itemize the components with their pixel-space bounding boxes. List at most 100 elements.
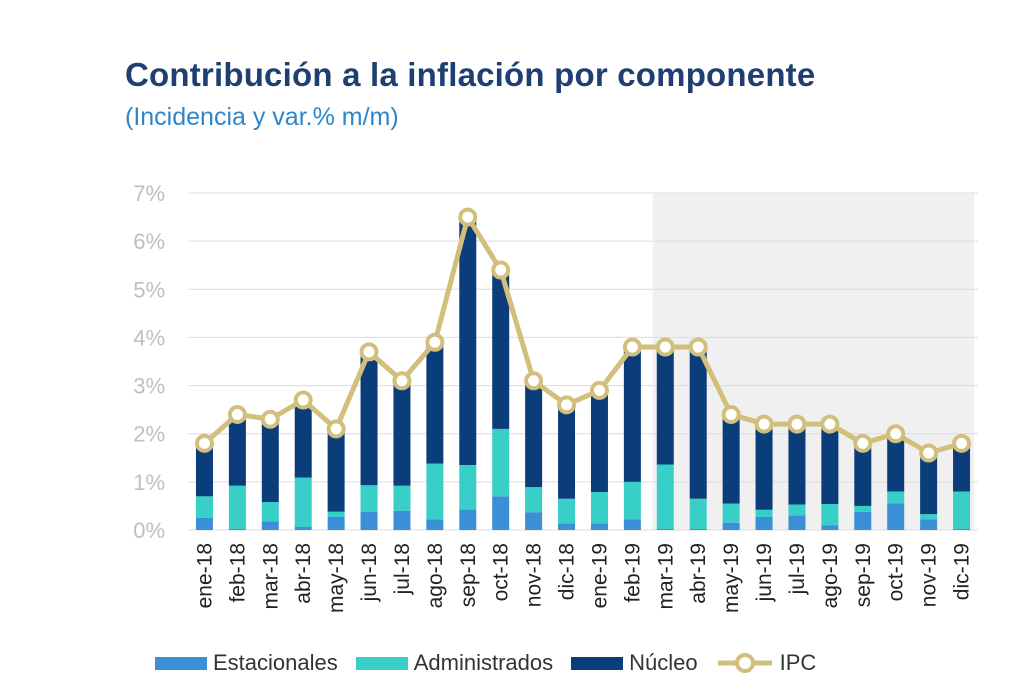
- y-tick-label: 7%: [133, 181, 165, 206]
- ipc-point: [293, 390, 313, 410]
- bar-estacionales: [953, 529, 971, 530]
- bar-nucleo: [558, 404, 576, 499]
- gridlines: [188, 192, 978, 531]
- x-tick-label: sep-18: [457, 543, 480, 607]
- x-tick-label: abr-18: [292, 543, 315, 604]
- chart-title: Contribución a la inflación por componen…: [125, 56, 816, 93]
- bar-estacionales: [854, 511, 872, 530]
- bar-estacionales: [360, 511, 378, 530]
- ipc-point: [919, 443, 939, 463]
- ipc-point: [491, 260, 511, 280]
- bar-administrados: [887, 491, 905, 504]
- bar-nucleo: [525, 377, 543, 488]
- bar-administrados: [525, 487, 543, 513]
- x-tick-label: jul-18: [391, 543, 414, 595]
- y-tick-label: 1%: [133, 470, 165, 495]
- legend: Estacionales Administrados Núcleo IPC: [155, 650, 834, 676]
- legend-item-ipc: IPC: [716, 650, 817, 676]
- ipc-point: [721, 404, 741, 424]
- x-tick-label: ene-18: [193, 543, 216, 608]
- bar-estacionales: [788, 515, 806, 530]
- ipc-point: [952, 433, 972, 453]
- bar-administrados: [393, 485, 411, 511]
- ipc-line-layer: [194, 207, 972, 463]
- x-tick-label: oct-18: [490, 543, 513, 601]
- x-tick-label: mar-19: [654, 543, 677, 610]
- legend-item-estacionales: Estacionales: [155, 650, 338, 676]
- bar-administrados: [722, 503, 740, 523]
- x-tick-label: mar-18: [259, 543, 282, 610]
- bar-estacionales: [656, 529, 674, 530]
- x-tick-label: dic-18: [556, 543, 579, 600]
- x-tick-label: jul-19: [786, 543, 809, 595]
- x-tick-label: feb-18: [226, 543, 249, 603]
- bar-estacionales: [722, 522, 740, 530]
- bar-estacionales: [887, 503, 905, 530]
- bar-estacionales: [755, 517, 773, 530]
- y-tick-label: 6%: [133, 229, 165, 254]
- x-tick-label: may-19: [720, 543, 743, 613]
- ipc-point: [853, 433, 873, 453]
- bar-estacionales: [590, 523, 608, 530]
- ipc-point: [754, 414, 774, 434]
- bar-administrados: [459, 465, 477, 510]
- bar-administrados: [195, 496, 213, 518]
- legend-item-nucleo: Núcleo: [571, 650, 698, 676]
- ipc-point: [194, 433, 214, 453]
- bar-nucleo: [426, 342, 444, 464]
- legend-label: Administrados: [413, 650, 554, 675]
- chart-subtitle: (Incidencia y var.% m/m): [125, 103, 399, 131]
- legend-swatch-estacionales: [155, 656, 207, 670]
- bar-nucleo: [623, 347, 641, 482]
- ipc-point: [326, 419, 346, 439]
- ipc-point: [688, 337, 708, 357]
- bar-nucleo: [953, 442, 971, 492]
- x-axis-ticks: ene-18 feb-18 mar-18 abr-18 may-18 jun-18 jul-…: [193, 543, 973, 613]
- x-tick-label: dic-19: [951, 543, 974, 600]
- legend-swatch-ipc: [717, 653, 772, 673]
- bar-nucleo: [195, 443, 213, 497]
- ipc-point: [787, 414, 807, 434]
- bar-nucleo: [689, 342, 707, 499]
- bar-administrados: [228, 485, 246, 530]
- stacked-bars: [195, 214, 971, 530]
- bar-nucleo: [755, 424, 773, 510]
- bar-estacionales: [821, 525, 839, 530]
- bar-estacionales: [623, 519, 641, 530]
- ipc-point: [622, 337, 642, 357]
- bar-administrados: [755, 509, 773, 518]
- ipc-point: [557, 395, 577, 415]
- x-tick-label: ago-19: [819, 543, 842, 608]
- bar-nucleo: [327, 428, 345, 512]
- bar-nucleo: [590, 390, 608, 492]
- x-tick-label: ago-18: [424, 543, 447, 608]
- ipc-point: [458, 207, 478, 227]
- bar-estacionales: [327, 517, 345, 530]
- bar-administrados: [294, 477, 312, 527]
- legend-label: IPC: [779, 650, 817, 675]
- bar-estacionales: [294, 526, 312, 530]
- bar-nucleo: [722, 414, 740, 504]
- legend-label: Estacionales: [213, 650, 338, 675]
- legend-item-administrados: Administrados: [355, 650, 554, 676]
- y-tick-label: 0%: [133, 518, 165, 543]
- bar-administrados: [360, 485, 378, 512]
- x-tick-label: jun-18: [358, 543, 381, 602]
- bar-administrados: [492, 428, 510, 497]
- bar-nucleo: [294, 397, 312, 478]
- x-tick-label: jun-19: [753, 543, 776, 602]
- y-tick-label: 2%: [133, 422, 165, 447]
- bar-administrados: [821, 504, 839, 526]
- bar-administrados: [953, 491, 971, 530]
- x-tick-label: abr-19: [687, 543, 710, 604]
- ipc-point: [655, 337, 675, 357]
- x-tick-label: nov-19: [918, 543, 941, 607]
- bar-nucleo: [656, 343, 674, 465]
- bar-administrados: [590, 491, 608, 524]
- bar-estacionales: [459, 509, 477, 530]
- x-tick-label: sep-19: [852, 543, 875, 607]
- bar-administrados: [558, 498, 576, 524]
- ipc-point: [260, 409, 280, 429]
- x-tick-label: feb-19: [621, 543, 644, 603]
